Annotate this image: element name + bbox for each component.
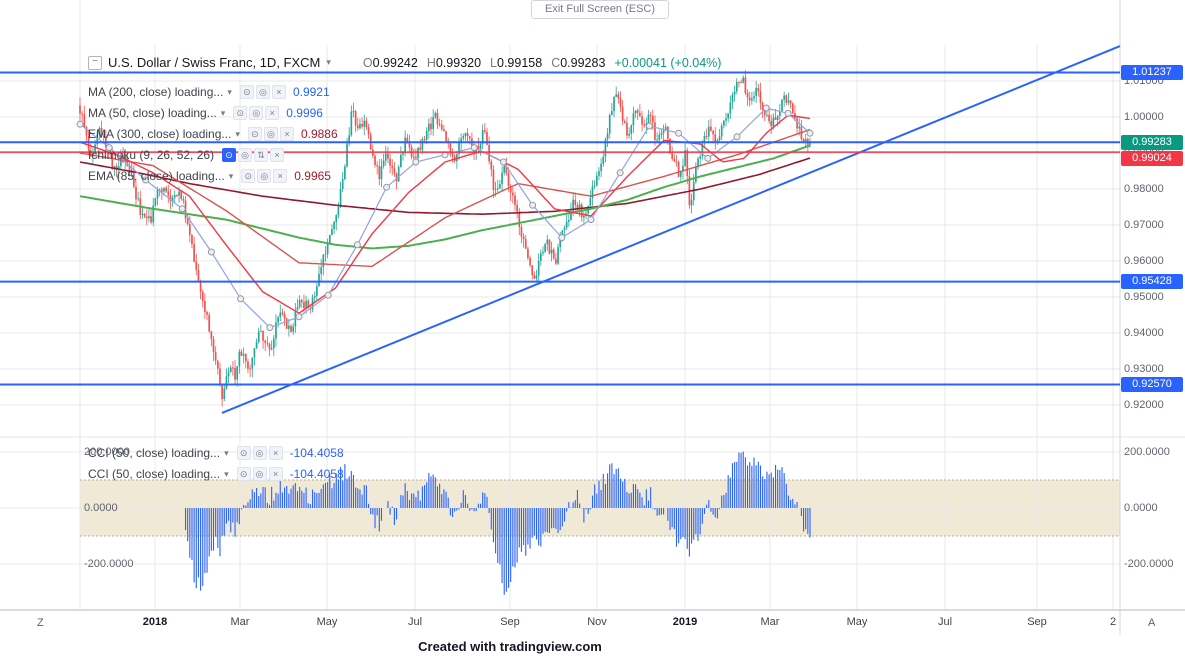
chevron-down-icon[interactable]: ▾ bbox=[326, 57, 331, 67]
price-axis-label: 1.00000 bbox=[1124, 111, 1164, 123]
indicator-label: MA (50, close) loading... bbox=[88, 106, 217, 120]
indicator-row-ema85[interactable]: EMA (85, close) loading... ▾ ⊙ ◎ × 0.996… bbox=[88, 168, 331, 184]
indicator-row-cci-1[interactable]: CCI (50, close) loading... ▾ ⊙ ◎ × -104.… bbox=[88, 445, 344, 461]
settings-icon[interactable]: ◎ bbox=[252, 446, 267, 460]
eye-icon[interactable]: ⊙ bbox=[239, 85, 254, 99]
indicator-row-ma50[interactable]: MA (50, close) loading... ▾ ⊙ ◎ × 0.9996 bbox=[88, 105, 323, 121]
high-value: 0.99320 bbox=[435, 55, 482, 70]
indicator-row-ichimoku[interactable]: Ichimoku (9, 26, 52, 26) ⊙ ◎ ⇅ × bbox=[88, 147, 285, 163]
price-axis-label: 0.93000 bbox=[1124, 363, 1164, 375]
chevron-down-icon[interactable]: ▾ bbox=[220, 107, 226, 118]
indicator-label: MA (200, close) loading... bbox=[88, 85, 224, 99]
price-axis-label: 0.92000 bbox=[1124, 399, 1164, 411]
cci-axis-label-left: 200.0000 bbox=[84, 446, 130, 458]
indicator-value: 0.9996 bbox=[286, 106, 323, 120]
bottom-left-letter: Z bbox=[37, 617, 44, 629]
indicator-label: Ichimoku (9, 26, 52, 26) bbox=[88, 148, 215, 162]
close-icon[interactable]: × bbox=[271, 85, 286, 99]
time-axis-label: Mar bbox=[230, 616, 250, 628]
indicator-label: EMA (300, close) loading... bbox=[88, 127, 232, 141]
time-axis-label: Jul bbox=[407, 616, 423, 628]
time-axis-label: 2019 bbox=[672, 616, 698, 628]
cci-axis-label: -200.0000 bbox=[1124, 558, 1174, 570]
indicator-label: CCI (50, close) loading... bbox=[88, 467, 221, 481]
indicator-value: 0.9886 bbox=[300, 127, 338, 141]
eye-icon[interactable]: ⊙ bbox=[236, 446, 251, 460]
close-icon[interactable]: × bbox=[268, 446, 283, 460]
settings-icon[interactable]: ◎ bbox=[238, 148, 253, 162]
collapse-legend-icon[interactable]: − bbox=[88, 55, 102, 70]
symbol-title[interactable]: U.S. Dollar / Swiss Franc, 1D, FXCM bbox=[108, 55, 321, 70]
price-axis-label: 0.96000 bbox=[1124, 255, 1164, 267]
price-badge: 0.99024 bbox=[1121, 151, 1183, 167]
bottom-right-letter: A bbox=[1148, 617, 1156, 629]
eye-icon[interactable]: ⊙ bbox=[241, 169, 256, 183]
low-label: L bbox=[490, 55, 497, 70]
indicator-value: 0.9921 bbox=[292, 85, 330, 99]
chart-header: − U.S. Dollar / Swiss Franc, 1D, FXCM ▾ … bbox=[88, 55, 721, 70]
change-value: +0.00041 (+0.04%) bbox=[614, 55, 722, 70]
eye-icon[interactable]: ⊙ bbox=[236, 467, 251, 481]
time-axis-label: Sep bbox=[1027, 616, 1047, 628]
open-value: 0.99242 bbox=[372, 55, 418, 70]
eye-icon[interactable]: ⊙ bbox=[222, 148, 237, 162]
chevron-down-icon[interactable]: ▾ bbox=[224, 468, 229, 479]
close-icon[interactable]: × bbox=[279, 127, 294, 141]
cci-axis-label-left: 0.0000 bbox=[84, 502, 118, 514]
chevron-down-icon[interactable]: ▾ bbox=[235, 128, 240, 139]
chevron-down-icon[interactable]: ▾ bbox=[227, 86, 232, 97]
cci-axis-label: 0.0000 bbox=[1124, 502, 1158, 514]
indicator-row-ema300[interactable]: EMA (300, close) loading... ▾ ⊙ ◎ × 0.98… bbox=[88, 126, 338, 142]
settings-icon[interactable]: ◎ bbox=[257, 169, 272, 183]
settings-icon[interactable]: ◎ bbox=[255, 85, 270, 99]
price-axis-label: 0.97000 bbox=[1124, 219, 1164, 231]
settings-icon[interactable]: ◎ bbox=[252, 467, 267, 481]
time-axis-label: May bbox=[316, 616, 338, 628]
exit-fullscreen-button[interactable]: Exit Full Screen (ESC) bbox=[530, 0, 670, 19]
settings-icon[interactable]: ◎ bbox=[263, 127, 278, 141]
cci-axis-label-left: -200.0000 bbox=[84, 558, 134, 570]
time-axis-label: 2018 bbox=[142, 616, 168, 628]
time-axis-label: May bbox=[846, 616, 868, 628]
close-icon[interactable]: × bbox=[270, 148, 285, 162]
price-badge: 0.92570 bbox=[1121, 376, 1183, 392]
indicator-value: -104.4058 bbox=[289, 467, 344, 481]
eye-icon[interactable]: ⊙ bbox=[233, 106, 248, 120]
price-axis-label: 0.98000 bbox=[1124, 183, 1164, 195]
indicator-row-cci-2[interactable]: CCI (50, close) loading... ▾ ⊙ ◎ × -104.… bbox=[88, 466, 344, 482]
open-label: O bbox=[362, 55, 373, 70]
time-axis-label: 2 bbox=[1109, 616, 1117, 628]
indicator-value: 0.9965 bbox=[294, 169, 331, 183]
price-badge: 0.95428 bbox=[1121, 274, 1183, 290]
price-badge: 1.01237 bbox=[1121, 64, 1183, 80]
time-axis-label: Jul bbox=[937, 616, 953, 628]
low-value: 0.99158 bbox=[497, 55, 543, 70]
indicator-label: EMA (85, close) loading... bbox=[88, 169, 225, 183]
eye-icon[interactable]: ⊙ bbox=[247, 127, 262, 141]
settings-icon[interactable]: ◎ bbox=[249, 106, 264, 120]
close-icon[interactable]: × bbox=[268, 467, 283, 481]
time-axis-label: Mar bbox=[760, 616, 780, 628]
price-axis-label: 0.95000 bbox=[1124, 291, 1164, 303]
indicator-label: CCI (50, close) loading... bbox=[88, 446, 221, 460]
high-label: H bbox=[426, 55, 436, 70]
tradingview-credit: Created with tradingview.com bbox=[418, 639, 602, 654]
close-label: C bbox=[551, 55, 561, 70]
ohlc-values: O0.99242 H0.99320 L0.99158 C0.99283 +0.0… bbox=[363, 56, 722, 70]
close-icon[interactable]: × bbox=[273, 169, 288, 183]
indicator-value: -104.4058 bbox=[289, 446, 344, 460]
time-axis-label: Sep bbox=[500, 616, 520, 628]
time-axis-label: Nov bbox=[587, 616, 607, 628]
price-axis-label: 0.94000 bbox=[1124, 327, 1164, 339]
cci-axis-label: 200.0000 bbox=[1124, 446, 1170, 458]
close-icon[interactable]: × bbox=[265, 106, 280, 120]
indicator-row-ma200[interactable]: MA (200, close) loading... ▾ ⊙ ◎ × 0.992… bbox=[88, 84, 330, 100]
move-icon[interactable]: ⇅ bbox=[254, 148, 269, 162]
chevron-down-icon[interactable]: ▾ bbox=[228, 170, 234, 181]
close-value: 0.99283 bbox=[560, 55, 606, 70]
chevron-down-icon[interactable]: ▾ bbox=[224, 447, 229, 458]
price-badge: 0.99283 bbox=[1121, 135, 1183, 151]
